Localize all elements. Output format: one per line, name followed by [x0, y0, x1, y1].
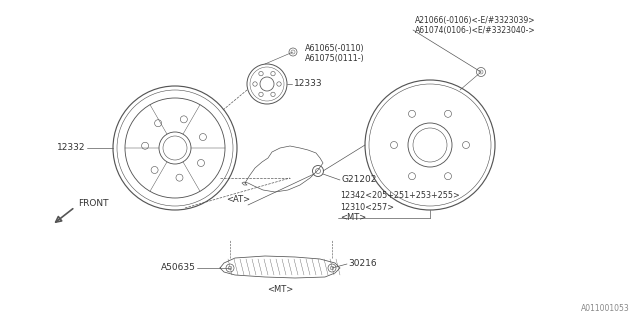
Text: 12333: 12333	[294, 79, 323, 89]
Text: <MT>: <MT>	[340, 213, 366, 222]
Text: 12310<257>: 12310<257>	[340, 203, 394, 212]
Text: 30216: 30216	[348, 260, 376, 268]
Text: A61075(0111-): A61075(0111-)	[305, 53, 365, 62]
Text: G21202: G21202	[341, 175, 376, 185]
Text: A61074(0106-)<E/#3323040->: A61074(0106-)<E/#3323040->	[415, 26, 536, 35]
Text: A21066(-0106)<-E/#3323039>: A21066(-0106)<-E/#3323039>	[415, 15, 536, 25]
Text: <AT>: <AT>	[226, 196, 250, 204]
Text: A011001053: A011001053	[581, 304, 630, 313]
Text: 12342<205+251+253+255>: 12342<205+251+253+255>	[340, 191, 460, 201]
Text: A50635: A50635	[161, 263, 196, 273]
Text: FRONT: FRONT	[78, 199, 109, 209]
Text: <MT>: <MT>	[267, 285, 293, 294]
Text: A61065(-0110): A61065(-0110)	[305, 44, 365, 52]
Text: 12332: 12332	[56, 143, 85, 153]
